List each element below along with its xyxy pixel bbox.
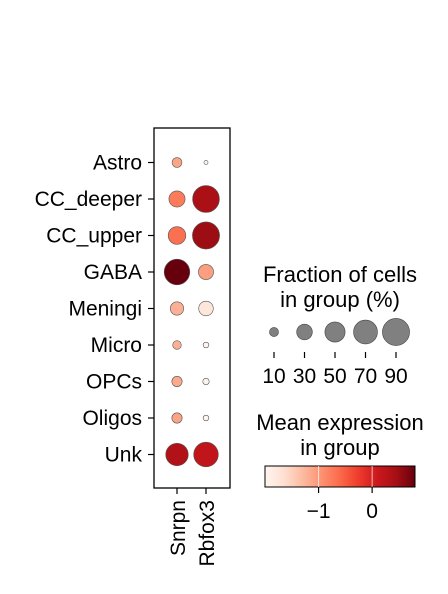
colorbar-ticks: −1 0	[307, 466, 378, 523]
y-tick-label: Oligos	[82, 407, 142, 430]
dot-opcs-snrpn	[171, 376, 183, 387]
size-legend-items: 10 30 50 70 90	[262, 318, 410, 388]
y-tick-label: Meningi	[68, 298, 142, 321]
x-axis: Snrpn Rbfox3	[167, 488, 219, 567]
dot-meningi-snrpn	[169, 301, 185, 316]
size-legend-dot	[324, 321, 346, 343]
dot-meningi-rbfox3	[198, 300, 214, 317]
size-legend-tick-label: 70	[354, 365, 377, 388]
color-legend: Mean expression in group −1 0	[256, 410, 424, 523]
dot-gaba-snrpn	[163, 258, 191, 286]
size-legend-tick-label: 30	[293, 365, 316, 388]
dot-oligos-snrpn	[171, 412, 183, 424]
plot-frame	[153, 127, 231, 489]
colorbar-tick-label: 0	[366, 500, 378, 523]
dot-cc-upper-rbfox3	[192, 221, 220, 250]
y-axis: Astro CC_deeper CC_upper GABA Meningi Micro OP…	[35, 152, 154, 467]
x-tick-label: Rbfox3	[196, 500, 219, 567]
colorbar-tick-label: −1	[307, 500, 331, 523]
y-tick-label: OPCs	[86, 371, 142, 394]
size-legend-tick-label: 90	[384, 365, 407, 388]
size-legend-dot	[382, 318, 410, 346]
dot-cc-upper-snrpn	[167, 226, 187, 245]
color-legend-title-line-2: in group	[300, 435, 380, 460]
color-legend-title-line-1: Mean expression	[256, 410, 424, 435]
dot-cc-deeper-rbfox3	[192, 185, 220, 213]
size-legend-title-line-2: in group (%)	[280, 287, 400, 312]
size-legend-dot	[353, 319, 378, 345]
y-tick-label: GABA	[84, 261, 142, 284]
dot-astro-rbfox3	[203, 160, 209, 165]
colorbar	[264, 465, 416, 488]
y-tick-label: CC_deeper	[35, 188, 142, 211]
dot-micro-snrpn	[172, 340, 182, 350]
dot-cc-deeper-snrpn	[168, 190, 186, 208]
y-tick-label: Unk	[105, 444, 143, 467]
size-legend-tick-label: 10	[262, 365, 285, 388]
dot-marks	[163, 157, 220, 468]
dot-astro-snrpn	[171, 157, 183, 168]
size-legend-dot	[296, 323, 313, 341]
dot-unk-rbfox3	[193, 441, 219, 468]
size-legend: Fraction of cells in group (%) 10 30 50 70 9…	[262, 262, 417, 388]
size-legend-title-line-1: Fraction of cells	[263, 262, 417, 287]
dot-micro-rbfox3	[202, 341, 210, 349]
dot-oligos-rbfox3	[202, 414, 210, 422]
dot-gaba-rbfox3	[198, 264, 214, 280]
x-tick-label: Snrpn	[167, 500, 190, 556]
y-tick-label: CC_upper	[46, 225, 142, 248]
dot-unk-snrpn	[165, 442, 189, 467]
y-tick-label: Astro	[93, 152, 142, 175]
y-tick-label: Micro	[91, 334, 142, 357]
size-legend-dot	[269, 327, 279, 337]
dot-opcs-rbfox3	[202, 377, 210, 385]
size-legend-tick-label: 50	[323, 365, 346, 388]
